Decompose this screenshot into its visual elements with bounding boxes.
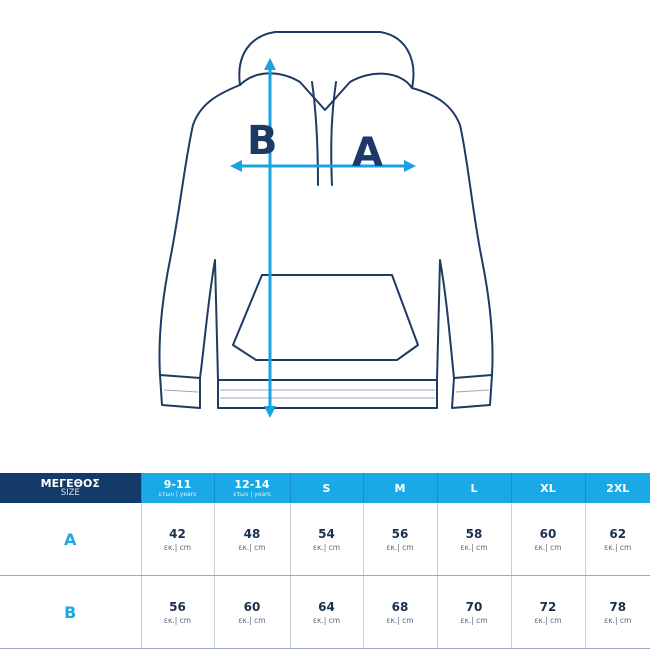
cell-value: 64: [318, 599, 335, 614]
cell-unit: εκ.| cm: [604, 542, 632, 552]
size-chart-table: ΜΕΓΕΘΟΣ SIZE 9-11 ετων | years 12-14 ετων |…: [0, 473, 650, 649]
cell-unit: εκ.| cm: [534, 542, 562, 552]
cell-value: 42: [169, 526, 186, 541]
col-header: 2XL: [584, 473, 650, 503]
col-header: 12-14 ετων | years: [213, 473, 290, 503]
cell-value: 58: [465, 526, 483, 541]
cell-unit: εκ.| cm: [163, 542, 192, 552]
cell-value: 70: [465, 599, 483, 614]
cell-unit: εκ.| cm: [460, 542, 488, 552]
cell-unit: εκ.| cm: [460, 615, 488, 625]
table-row: A 42 εκ.| cm 48 εκ.| cm 54 εκ.| cm 56 εκ.| cm 58 ε…: [0, 503, 650, 576]
header-row: ΜΕΓΕΘΟΣ SIZE 9-11 ετων | years 12-14 ετων |…: [0, 473, 650, 503]
body: [158, 84, 494, 381]
size-header: ΜΕΓΕΘΟΣ SIZE: [0, 473, 141, 503]
cell-unit: εκ.| cm: [312, 542, 341, 552]
cell-value: 56: [169, 599, 186, 614]
col-header: S: [289, 473, 363, 503]
cell-unit: εκ.| cm: [238, 542, 266, 552]
cell-value: 78: [609, 599, 627, 614]
col-header: 9-11 ετων | years: [140, 473, 214, 503]
row-label: A: [0, 503, 141, 576]
cell-value: 72: [539, 599, 557, 614]
cell-unit: εκ.| cm: [386, 542, 414, 552]
cell-unit: εκ.| cm: [534, 615, 562, 625]
hood: [238, 31, 415, 111]
cell-unit: εκ.| cm: [604, 615, 632, 625]
cell-unit: εκ.| cm: [163, 615, 192, 625]
table-cell: 48 εκ.| cm: [213, 503, 290, 576]
table-cell: 56 εκ.| cm: [362, 503, 437, 576]
cell-unit: εκ.| cm: [238, 615, 266, 625]
table-cell: 60 εκ.| cm: [213, 575, 290, 649]
table-cell: 78 εκ.| cm: [584, 575, 650, 649]
table-cell: 68 εκ.| cm: [362, 575, 437, 649]
table-cell: 58 εκ.| cm: [436, 503, 511, 576]
table-cell: 60 εκ.| cm: [510, 503, 585, 576]
hoodie-illustration: [158, 31, 494, 418]
pocket: [232, 274, 419, 361]
cell-value: 62: [609, 526, 627, 541]
row-label: B: [0, 575, 141, 649]
col-header: XL: [510, 473, 585, 503]
cell-value: 60: [243, 599, 261, 614]
table-cell: 42 εκ.| cm: [140, 503, 214, 576]
measure-b-label: B: [247, 118, 278, 164]
cell-unit: εκ.| cm: [386, 615, 414, 625]
table-cell: 56 εκ.| cm: [140, 575, 214, 649]
col-header: L: [436, 473, 511, 503]
measure-a-label: A: [352, 130, 383, 176]
table-cell: 64 εκ.| cm: [289, 575, 363, 649]
table-cell: 72 εκ.| cm: [510, 575, 585, 649]
cell-value: 56: [391, 526, 409, 541]
table-cell: 62 εκ.| cm: [584, 503, 650, 576]
cell-value: 68: [391, 599, 409, 614]
table-row: B 56 εκ.| cm 60 εκ.| cm 64 εκ.| cm 68 εκ.| cm 70 ε…: [0, 575, 650, 649]
table-cell: 70 εκ.| cm: [436, 575, 511, 649]
cell-value: 48: [243, 526, 261, 541]
cell-value: 54: [318, 526, 335, 541]
cell-value: 60: [539, 526, 557, 541]
col-header: M: [362, 473, 437, 503]
cell-unit: εκ.| cm: [312, 615, 341, 625]
waistband: [217, 379, 438, 409]
table-cell: 54 εκ.| cm: [289, 503, 363, 576]
